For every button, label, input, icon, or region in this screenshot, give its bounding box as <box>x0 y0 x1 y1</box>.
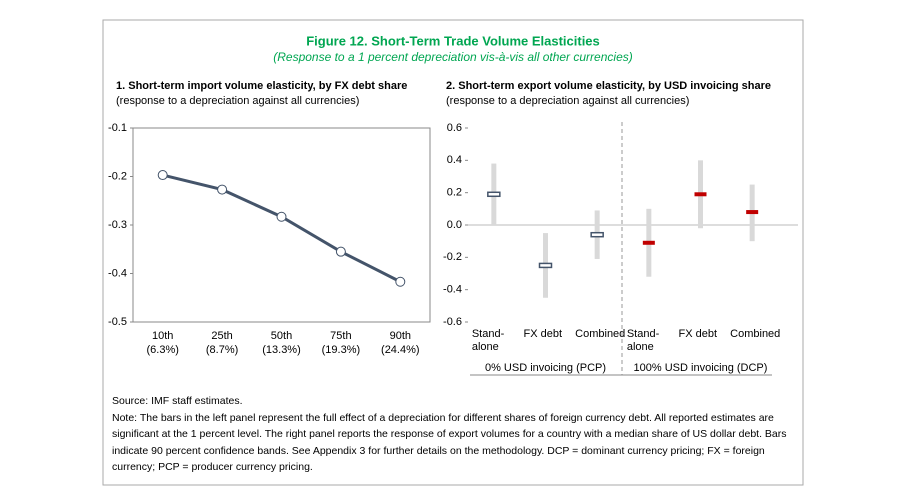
x-tick-label: 90th <box>389 330 411 342</box>
figure-subtitle: (Response to a 1 percent depreciation vi… <box>273 50 633 64</box>
x-tick-label: Stand-alone <box>471 328 505 353</box>
y-tick-label: -0.1 <box>108 122 127 134</box>
y-tick-label: 0.6 <box>447 122 462 134</box>
x-tick-label: FX debt <box>678 328 718 340</box>
x-tick-label: Stand-alone <box>626 328 660 353</box>
marker <box>395 276 406 287</box>
y-tick-label: -0.2 <box>443 251 462 263</box>
notes: Source: IMF staff estimates. Note: The b… <box>112 393 792 476</box>
x-tick-label: Combined <box>575 328 626 340</box>
y-tick-label: 0.2 <box>447 187 462 199</box>
marker <box>335 246 346 257</box>
marker <box>276 211 287 222</box>
y-tick-label: 0.4 <box>447 154 462 166</box>
panel-subtitle: (response to a depreciation against all … <box>446 95 689 107</box>
point-estimate <box>746 210 759 215</box>
y-tick-label: -0.5 <box>108 316 127 328</box>
x-tick-label: 50th <box>270 330 293 342</box>
x-tick-label: 25th <box>211 330 233 342</box>
point-estimate <box>694 192 707 197</box>
x-tick-label: Combined <box>730 328 781 340</box>
x-tick-label: FX debt <box>523 328 563 340</box>
frame <box>102 19 804 486</box>
plot-frame <box>132 127 431 323</box>
x-tick-sublabel: (13.3%) <box>262 344 301 356</box>
y-tick-label: -0.6 <box>443 316 462 328</box>
y-tick-label: -0.4 <box>443 284 462 296</box>
group-label: 100% USD invoicing (DCP) <box>633 362 768 374</box>
figure-title: Figure 12. Short-Term Trade Volume Elast… <box>306 33 600 48</box>
x-tick-sublabel: (24.4%) <box>381 344 420 356</box>
y-tick-label: 0.0 <box>447 219 462 231</box>
panel-title: 2. Short-term export volume elasticity, … <box>446 80 771 92</box>
x-tick-label: 75th <box>330 330 352 342</box>
y-tick-label: -0.4 <box>108 267 127 279</box>
y-tick-label: -0.3 <box>108 219 127 231</box>
y-tick-label: -0.2 <box>108 170 127 182</box>
point-estimate <box>642 240 655 245</box>
point-estimate <box>538 262 553 269</box>
x-tick-sublabel: (8.7%) <box>205 344 239 356</box>
panel-subtitle: (response to a depreciation against all … <box>116 95 359 107</box>
point-estimate <box>487 191 501 198</box>
group-label: 0% USD invoicing (PCP) <box>484 362 607 374</box>
x-tick-sublabel: (6.3%) <box>146 344 179 356</box>
marker <box>157 170 168 181</box>
x-tick-sublabel: (19.3%) <box>321 344 361 356</box>
series-line <box>162 173 401 284</box>
marker <box>217 184 228 195</box>
source: Source: IMF staff estimates. <box>112 395 243 407</box>
note: Note: The bars in the left panel represe… <box>112 411 787 474</box>
panel-title: 1. Short-term import volume elasticity, … <box>116 80 407 92</box>
x-tick-label: 10th <box>151 330 174 342</box>
point-estimate <box>590 231 604 238</box>
